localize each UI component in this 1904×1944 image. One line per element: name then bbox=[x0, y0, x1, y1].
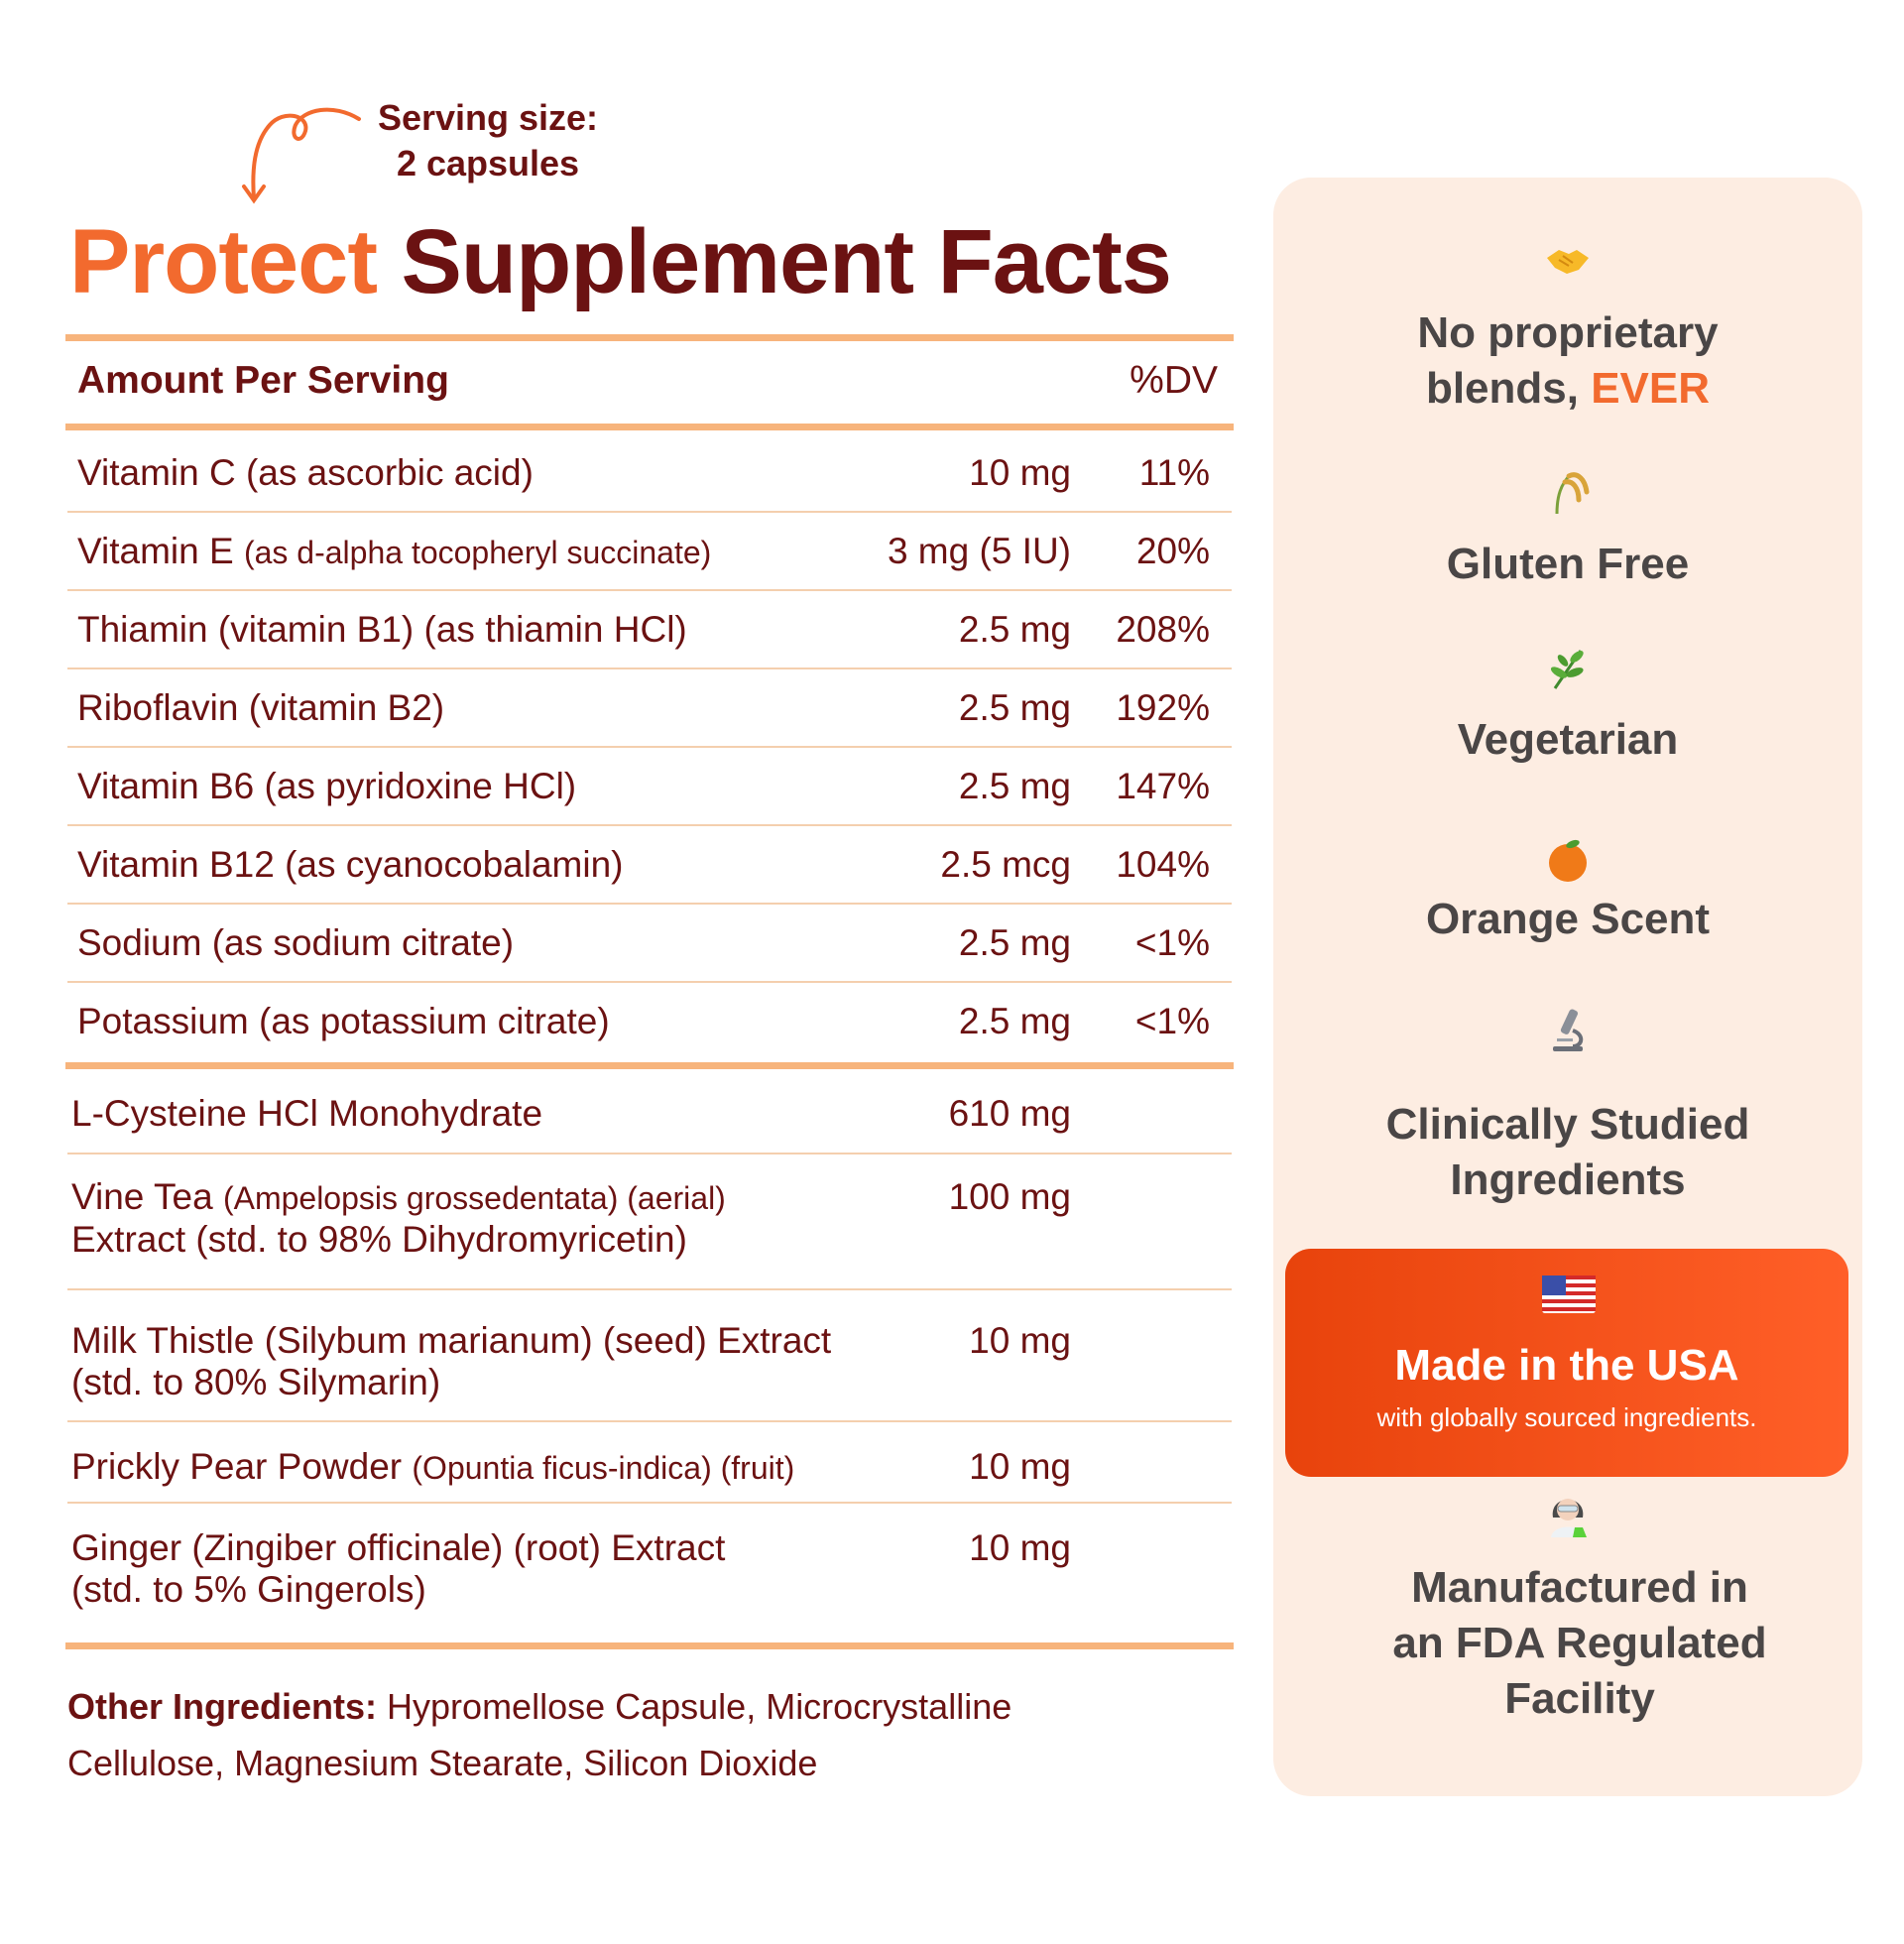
nutrient-name: Vitamin B12 (as cyanocobalamin) bbox=[77, 843, 624, 885]
serving-size: Serving size: 2 capsules bbox=[369, 95, 607, 186]
nutrient-amount: 2.5 mg bbox=[958, 921, 1071, 963]
vitamins-table: Vitamin C (as ascorbic acid) 10 mg 11% Vit… bbox=[67, 434, 1232, 1059]
nutrient-dv: 104% bbox=[1116, 843, 1210, 885]
microscope-icon bbox=[1553, 1009, 1584, 1051]
ingredient-note: (Opuntia ficus-indica) (fruit) bbox=[412, 1450, 795, 1486]
made-in-usa-subtitle: with globally sourced ingredients. bbox=[1376, 1402, 1757, 1432]
nutrient-dv: 20% bbox=[1135, 530, 1210, 571]
title-accent: Protect bbox=[69, 211, 378, 312]
nutrient-dv: 208% bbox=[1116, 608, 1210, 650]
nutrient-name: Thiamin (vitamin B1) (as thiamin HCl) bbox=[77, 608, 687, 650]
feature-text: an FDA Regulated bbox=[1392, 1619, 1767, 1667]
ingredient-note: (Ampelopsis grossedentata) (aerial) bbox=[222, 1180, 726, 1216]
nutrient-name: Sodium (as sodium citrate) bbox=[77, 921, 515, 963]
table-row: Vitamin B6 (as pyridoxine HCl) 2.5 mg 147% bbox=[67, 748, 1232, 826]
ingredient-name: Prickly Pear Powder bbox=[71, 1446, 413, 1487]
ingredients-table: L-Cysteine HCl Monohydrate 610 mg Vine Te… bbox=[67, 1073, 1232, 1642]
ingredient-detail: Extract (std. to 98% Dihydromyricetin) bbox=[71, 1219, 687, 1260]
feature-fda-facility: Manufactured in an FDA Regulated Facility bbox=[1285, 1560, 1874, 1727]
features-panel bbox=[1273, 178, 1862, 1796]
table-row: Prickly Pear Powder (Opuntia ficus-indic… bbox=[67, 1422, 1232, 1504]
nutrient-name: Vitamin C (as ascorbic acid) bbox=[77, 451, 534, 493]
feature-text: Gluten Free bbox=[1446, 540, 1690, 588]
feature-text: Clinically Studied bbox=[1385, 1100, 1750, 1149]
feature-text: Orange Scent bbox=[1425, 895, 1711, 943]
title-main: Supplement Facts bbox=[401, 211, 1172, 312]
ingredient-amount: 100 mg bbox=[948, 1176, 1071, 1217]
nutrient-name: Potassium (as potassium citrate) bbox=[77, 1000, 610, 1041]
other-ingredients-label: Other Ingredients: bbox=[67, 1686, 378, 1727]
ingredient-detail: (std. to 5% Gingerols) bbox=[71, 1569, 426, 1610]
table-row: Riboflavin (vitamin B2) 2.5 mg 192% bbox=[67, 669, 1232, 748]
table-row: Vine Tea (Ampelopsis grossedentata) (aer… bbox=[67, 1154, 1232, 1290]
feature-text: No proprietary bbox=[1417, 308, 1719, 357]
divider bbox=[65, 334, 1234, 341]
ingredient-name: Milk Thistle (Silybum marianum) (seed) E… bbox=[71, 1320, 832, 1361]
us-flag-icon bbox=[1542, 1276, 1596, 1313]
header-amount: Amount Per Serving bbox=[77, 359, 449, 402]
ingredient-name: Vine Tea bbox=[71, 1176, 223, 1217]
nutrient-amount: 2.5 mg bbox=[958, 608, 1071, 650]
table-row: Thiamin (vitamin B1) (as thiamin HCl) 2.5… bbox=[67, 591, 1232, 669]
nutrient-amount: 2.5 mcg bbox=[940, 843, 1071, 885]
nutrient-amount: 2.5 mg bbox=[958, 1000, 1071, 1041]
nutrient-dv: 192% bbox=[1116, 686, 1210, 728]
nutrient-dv: 147% bbox=[1116, 765, 1210, 806]
header-dv: %DV bbox=[1130, 359, 1218, 402]
ingredient-name: L-Cysteine HCl Monohydrate bbox=[71, 1093, 543, 1134]
nutrient-amount: 2.5 mg bbox=[958, 686, 1071, 728]
feature-text: Vegetarian bbox=[1457, 715, 1679, 764]
table-row: Vitamin E (as d-alpha tocopheryl succina… bbox=[67, 513, 1232, 591]
ingredient-name: Ginger (Zingiber officinale) (root) Extr… bbox=[71, 1527, 726, 1568]
serving-size-label: Serving size: bbox=[377, 97, 599, 138]
feature-gluten-free: Gluten Free bbox=[1273, 537, 1862, 592]
nutrient-amount: 10 mg bbox=[969, 451, 1071, 493]
table-header: Amount Per Serving %DV bbox=[77, 359, 1218, 403]
table-row: Sodium (as sodium citrate) 2.5 mg <1% bbox=[67, 905, 1232, 983]
page-title: Protect Supplement Facts bbox=[69, 210, 1172, 314]
table-row: Vitamin C (as ascorbic acid) 10 mg 11% bbox=[67, 434, 1232, 513]
divider bbox=[65, 424, 1234, 430]
nutrient-note: (as d-alpha tocopheryl succinate) bbox=[243, 534, 712, 570]
ingredient-amount: 10 mg bbox=[969, 1527, 1071, 1568]
handshake-icon bbox=[1547, 250, 1589, 274]
table-row: Milk Thistle (Silybum marianum) (seed) E… bbox=[67, 1290, 1232, 1422]
serving-size-value: 2 capsules bbox=[396, 143, 580, 183]
other-ingredients-text: Hypromellose Capsule, Microcrystalline C… bbox=[67, 1686, 1012, 1783]
ingredient-amount: 610 mg bbox=[948, 1093, 1071, 1134]
feature-text: Facility bbox=[1504, 1674, 1655, 1723]
feature-vegetarian: Vegetarian bbox=[1273, 712, 1862, 768]
orange-icon bbox=[1549, 839, 1587, 882]
feature-highlight: EVER bbox=[1591, 364, 1711, 413]
feature-clinically-studied: Clinically Studied Ingredients bbox=[1273, 1097, 1862, 1208]
feature-text: Ingredients bbox=[1450, 1155, 1686, 1204]
divider bbox=[65, 1642, 1234, 1649]
table-row: Vitamin B12 (as cyanocobalamin) 2.5 mcg 10… bbox=[67, 826, 1232, 905]
feature-text: Manufactured in bbox=[1411, 1563, 1748, 1612]
nutrient-dv: <1% bbox=[1134, 921, 1210, 963]
feature-orange-scent: Orange Scent bbox=[1273, 892, 1862, 947]
nutrient-name: Vitamin E bbox=[77, 530, 244, 571]
nutrient-amount: 2.5 mg bbox=[958, 765, 1071, 806]
nutrient-amount: 3 mg (5 IU) bbox=[887, 530, 1071, 571]
curly-arrow-icon bbox=[242, 107, 361, 204]
nutrient-name: Vitamin B6 (as pyridoxine HCl) bbox=[77, 765, 577, 806]
ingredient-amount: 10 mg bbox=[969, 1320, 1071, 1361]
ingredient-detail: (std. to 80% Silymarin) bbox=[71, 1362, 441, 1402]
table-row: Ginger (Zingiber officinale) (root) Extr… bbox=[67, 1504, 1232, 1642]
divider bbox=[65, 1062, 1234, 1069]
feature-text: blends, bbox=[1425, 364, 1592, 413]
nutrient-dv: <1% bbox=[1134, 1000, 1210, 1041]
feature-no-proprietary-blends: No proprietary blends, EVER bbox=[1273, 305, 1862, 417]
table-row: L-Cysteine HCl Monohydrate 610 mg bbox=[67, 1073, 1232, 1154]
wheat-icon bbox=[1555, 472, 1590, 515]
herb-icon bbox=[1550, 650, 1584, 689]
table-row: Potassium (as potassium citrate) 2.5 mg <1… bbox=[67, 983, 1232, 1059]
nutrient-dv: 11% bbox=[1138, 451, 1210, 493]
scientist-icon bbox=[1551, 1499, 1587, 1537]
other-ingredients: Other Ingredients: Hypromellose Capsule,… bbox=[67, 1678, 1158, 1791]
ingredient-amount: 10 mg bbox=[969, 1446, 1071, 1487]
nutrient-name: Riboflavin (vitamin B2) bbox=[77, 686, 445, 728]
made-in-usa-title: Made in the USA bbox=[1394, 1341, 1739, 1390]
